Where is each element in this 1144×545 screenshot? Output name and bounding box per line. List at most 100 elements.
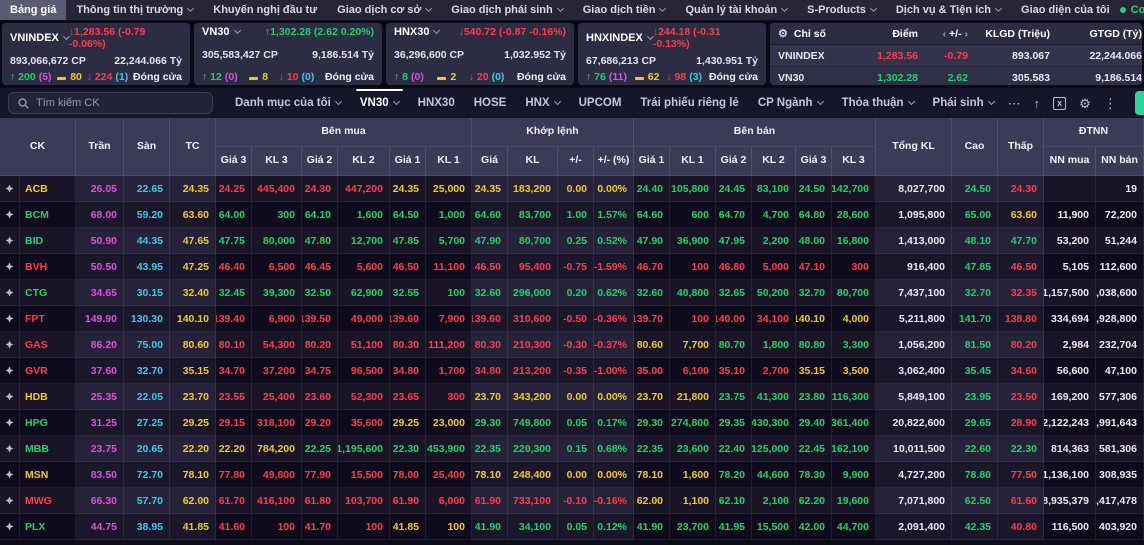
- cell-sell-price-3[interactable]: 24.50: [796, 176, 832, 202]
- cell-buy-price-3[interactable]: 80.10: [216, 332, 252, 358]
- cell-match-price[interactable]: 24.35: [472, 176, 508, 202]
- cell-match-price[interactable]: 41.90: [472, 514, 508, 540]
- header-thap[interactable]: Thấp: [998, 118, 1044, 176]
- cell-sell-price-1[interactable]: 29.30: [634, 410, 670, 436]
- header-sell-gia2[interactable]: Giá 2: [716, 147, 752, 176]
- tab-trái-phiếu-riêng-lẻ[interactable]: Trái phiếu riêng lẻ: [640, 97, 739, 109]
- table-row[interactable]: MSN 83.50 72.70 78.10 77.80 49,800 77.90 15,500…: [0, 462, 1144, 488]
- menu-item[interactable]: Giao dịch tiền: [573, 0, 676, 20]
- cell-buy-price-3[interactable]: 41.60: [216, 514, 252, 540]
- cell-buy-price-3[interactable]: 77.80: [216, 462, 252, 488]
- header-tong-kl[interactable]: Tổng KL: [876, 118, 952, 176]
- cell-ticker[interactable]: PLX: [20, 514, 76, 540]
- cell-buy-price-2[interactable]: 34.75: [302, 358, 338, 384]
- cell-buy-price-3[interactable]: 46.40: [216, 254, 252, 280]
- cell-buy-price-2[interactable]: 139.50: [302, 306, 338, 332]
- cell-buy-price-1[interactable]: 78.00: [390, 462, 426, 488]
- menu-item[interactable]: Giao dịch cơ sở: [327, 0, 441, 20]
- excel-export-icon[interactable]: x: [1053, 96, 1067, 110]
- cell-buy-price-3[interactable]: 23.55: [216, 384, 252, 410]
- cell-sell-price-1[interactable]: 46.70: [634, 254, 670, 280]
- cell-match-price[interactable]: 78.10: [472, 462, 508, 488]
- menu-item[interactable]: Khuyến nghị đầu tư: [203, 0, 327, 20]
- cell-ticker[interactable]: GAS: [20, 332, 76, 358]
- cell-buy-price-3[interactable]: 22.20: [216, 436, 252, 462]
- cell-buy-price-2[interactable]: 47.80: [302, 228, 338, 254]
- cell-buy-price-2[interactable]: 61.80: [302, 488, 338, 514]
- menu-item[interactable]: Thông tin thị trường: [66, 0, 203, 20]
- cell-sell-price-1[interactable]: 24.40: [634, 176, 670, 202]
- header-cao[interactable]: Cao: [952, 118, 998, 176]
- cell-ticker[interactable]: MWG: [20, 488, 76, 514]
- cell-sell-price-2[interactable]: 46.80: [716, 254, 752, 280]
- cell-buy-price-3[interactable]: 29.15: [216, 410, 252, 436]
- cell-sell-price-1[interactable]: 62.00: [634, 488, 670, 514]
- tab-hose[interactable]: HOSE: [473, 97, 507, 109]
- cell-buy-price-1[interactable]: 29.25: [390, 410, 426, 436]
- header-match-chg[interactable]: +/-: [558, 147, 594, 176]
- cell-buy-price-2[interactable]: 23.60: [302, 384, 338, 410]
- cell-sell-price-2[interactable]: 23.75: [716, 384, 752, 410]
- cell-sell-price-3[interactable]: 23.80: [796, 384, 832, 410]
- cell-buy-price-1[interactable]: 34.80: [390, 358, 426, 384]
- header-match-pct[interactable]: +/- (%): [594, 147, 634, 176]
- cell-sell-price-1[interactable]: 22.35: [634, 436, 670, 462]
- header-match-kl[interactable]: KL: [508, 147, 558, 176]
- pin-cell[interactable]: [0, 176, 20, 202]
- index-panel-row[interactable]: VN30 1,302.28 2.62 305.583 9,186.514 ↑ 1…: [770, 67, 1142, 85]
- cell-sell-price-2[interactable]: 24.45: [716, 176, 752, 202]
- header-tc[interactable]: TC: [170, 118, 216, 176]
- header-sell-kl2[interactable]: KL 2: [752, 147, 796, 176]
- table-row[interactable]: PLX 44.75 38.95 41.85 41.60 100 41.70 100 41.85 1…: [0, 514, 1144, 540]
- cell-sell-price-3[interactable]: 42.00: [796, 514, 832, 540]
- header-buy-gia2[interactable]: Giá 2: [302, 147, 338, 176]
- pin-cell[interactable]: [0, 306, 20, 332]
- cell-sell-price-1[interactable]: 23.70: [634, 384, 670, 410]
- cell-sell-price-2[interactable]: 41.95: [716, 514, 752, 540]
- cell-match-price[interactable]: 32.60: [472, 280, 508, 306]
- cell-match-price[interactable]: 64.60: [472, 202, 508, 228]
- cell-buy-price-1[interactable]: 23.65: [390, 384, 426, 410]
- cell-ticker[interactable]: HDB: [20, 384, 76, 410]
- cell-match-price[interactable]: 23.70: [472, 384, 508, 410]
- tab-upcom[interactable]: UPCOM: [578, 97, 622, 109]
- cell-match-price[interactable]: 139.60: [472, 306, 508, 332]
- gear-icon[interactable]: ⚙: [778, 28, 788, 40]
- cell-sell-price-2[interactable]: 29.35: [716, 410, 752, 436]
- index-name[interactable]: VN30: [202, 26, 241, 38]
- header-buy-kl3[interactable]: KL 3: [252, 147, 302, 176]
- cell-match-price[interactable]: 47.90: [472, 228, 508, 254]
- cell-buy-price-2[interactable]: 64.10: [302, 202, 338, 228]
- tab-thỏa-thuận[interactable]: Thỏa thuận: [842, 89, 915, 117]
- cell-match-price[interactable]: 46.50: [472, 254, 508, 280]
- kebab-menu-icon[interactable]: ⋮: [1103, 95, 1117, 111]
- cell-buy-price-1[interactable]: 47.85: [390, 228, 426, 254]
- pin-cell[interactable]: [0, 280, 20, 306]
- cell-buy-price-2[interactable]: 29.20: [302, 410, 338, 436]
- cell-sell-price-3[interactable]: 48.00: [796, 228, 832, 254]
- header-sell-kl3[interactable]: KL 3: [832, 147, 876, 176]
- cell-buy-price-3[interactable]: 139.40: [216, 306, 252, 332]
- cell-ticker[interactable]: FPT: [20, 306, 76, 332]
- table-row[interactable]: FPT 149.90 130.30 140.10 139.40 6,900 139.50 49…: [0, 306, 1144, 332]
- cell-buy-price-1[interactable]: 46.50: [390, 254, 426, 280]
- cell-buy-price-1[interactable]: 139.60: [390, 306, 426, 332]
- table-row[interactable]: CTG 34.65 30.15 32.40 32.45 39,300 32.50 62,900…: [0, 280, 1144, 306]
- cell-buy-price-1[interactable]: 22.30: [390, 436, 426, 462]
- cell-buy-price-3[interactable]: 32.45: [216, 280, 252, 306]
- cell-buy-price-3[interactable]: 34.70: [216, 358, 252, 384]
- tab-danh-mục-của-tôi[interactable]: Danh mục của tôi: [235, 89, 342, 117]
- pin-cell[interactable]: [0, 436, 20, 462]
- menu-item[interactable]: S-Products: [797, 0, 886, 20]
- pin-cell[interactable]: [0, 462, 20, 488]
- table-row[interactable]: MBB 23.75 20.65 22.20 22.20 784,200 22.25 1,195…: [0, 436, 1144, 462]
- pin-cell[interactable]: [0, 384, 20, 410]
- cell-buy-price-1[interactable]: 24.35: [390, 176, 426, 202]
- cell-sell-price-2[interactable]: 32.65: [716, 280, 752, 306]
- header-tran[interactable]: Trần: [76, 118, 124, 176]
- cell-sell-price-2[interactable]: 47.95: [716, 228, 752, 254]
- header-buy-gia1[interactable]: Giá 1: [390, 147, 426, 176]
- cell-sell-price-1[interactable]: 41.90: [634, 514, 670, 540]
- index-name[interactable]: HNX30: [394, 26, 441, 38]
- cell-ticker[interactable]: BVH: [20, 254, 76, 280]
